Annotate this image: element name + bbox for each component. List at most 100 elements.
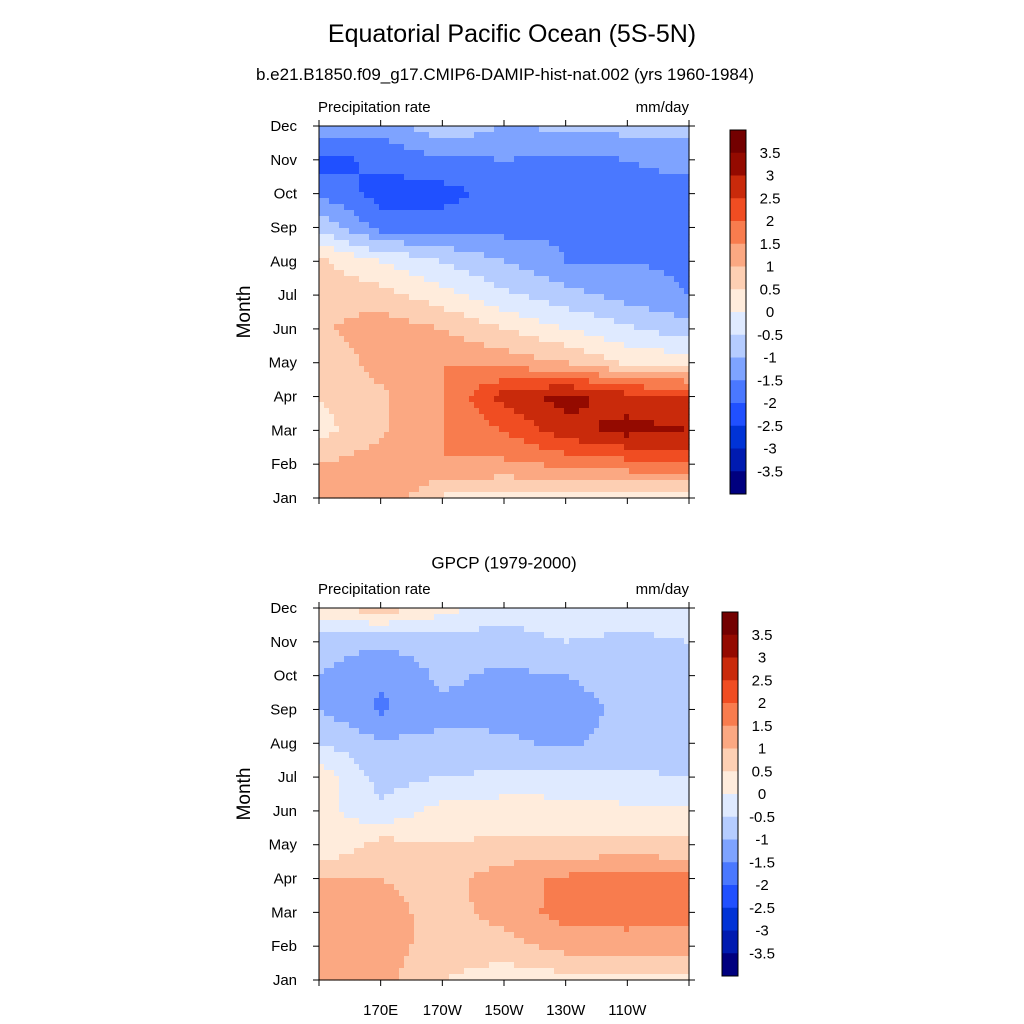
contour-cell: [434, 402, 440, 409]
contour-cell: [374, 174, 380, 181]
contour-cell: [649, 234, 655, 241]
contour-cell: [664, 324, 670, 331]
contour-cell: [599, 162, 605, 169]
contour-cell: [509, 246, 515, 253]
contour-cell: [484, 258, 490, 265]
contour-cell: [559, 156, 565, 163]
contour-cell: [639, 288, 645, 295]
contour-cell: [324, 408, 330, 415]
contour-cell: [484, 342, 490, 349]
contour-cell: [519, 456, 525, 463]
contour-cell: [639, 342, 645, 349]
contour-cell: [594, 294, 600, 301]
contour-cell: [589, 192, 595, 199]
contour-cell: [389, 186, 395, 193]
contour-cell: [609, 234, 615, 241]
contour-cell: [439, 408, 445, 415]
contour-cell: [549, 450, 555, 457]
contour-cell: [454, 168, 460, 175]
contour-cell: [419, 330, 425, 337]
contour-cell: [614, 270, 620, 277]
contour-cell: [544, 246, 550, 253]
colorbar-label: -0.5: [757, 327, 783, 344]
contour-cell: [464, 156, 470, 163]
contour-cell: [434, 216, 440, 223]
contour-cell: [334, 312, 340, 319]
contour-cell: [349, 228, 355, 235]
contour-cell: [659, 198, 665, 205]
contour-cell: [464, 414, 470, 421]
contour-cell: [674, 246, 680, 253]
contour-cell: [344, 330, 350, 337]
contour-cell: [424, 282, 430, 289]
contour-cell: [394, 246, 400, 253]
contour-cell: [579, 264, 585, 271]
contour-cell: [434, 462, 440, 469]
contour-cell: [354, 198, 360, 205]
contour-cell: [514, 306, 520, 313]
contour-cell: [594, 156, 600, 163]
contour-cell: [449, 492, 455, 499]
contour-cell: [659, 204, 665, 211]
contour-cell: [644, 246, 650, 253]
contour-cell: [524, 222, 530, 229]
contour-cell: [574, 258, 580, 265]
contour-cell: [534, 626, 540, 633]
contour-cell: [384, 258, 390, 265]
contour-cell: [679, 420, 685, 427]
contour-cell: [629, 354, 635, 361]
contour-cell: [629, 144, 635, 151]
contour-cell: [519, 198, 525, 205]
contour-cell: [374, 480, 380, 487]
contour-cell: [534, 342, 540, 349]
contour-cell: [604, 408, 610, 415]
contour-cell: [579, 324, 585, 331]
contour-cell: [604, 336, 610, 343]
contour-cell: [564, 614, 570, 621]
contour-cell: [609, 156, 615, 163]
contour-cell: [479, 126, 485, 133]
contour-cell: [514, 276, 520, 283]
contour-cell: [509, 414, 515, 421]
contour-cell: [429, 138, 435, 145]
contour-cell: [634, 414, 640, 421]
contour-cell: [664, 270, 670, 277]
contour-cell: [444, 348, 450, 355]
contour-cell: [679, 216, 685, 223]
contour-cell: [514, 204, 520, 211]
contour-cell: [354, 156, 360, 163]
contour-cell: [624, 252, 630, 259]
contour-cell: [454, 318, 460, 325]
contour-cell: [419, 348, 425, 355]
contour-cell: [579, 420, 585, 427]
contour-cell: [549, 132, 555, 139]
contour-cell: [539, 168, 545, 175]
contour-cell: [524, 366, 530, 373]
contour-cell: [449, 360, 455, 367]
contour-cell: [404, 396, 410, 403]
contour-cell: [654, 162, 660, 169]
contour-cell: [544, 180, 550, 187]
contour-cell: [464, 474, 470, 481]
contour-cell: [339, 444, 345, 451]
contour-cell: [604, 468, 610, 475]
contour-cell: [369, 366, 375, 373]
contour-cell: [554, 378, 560, 385]
contour-cell: [344, 342, 350, 349]
contour-cell: [559, 318, 565, 325]
contour-cell: [674, 264, 680, 271]
contour-cell: [359, 294, 365, 301]
contour-cell: [659, 258, 665, 265]
contour-cell: [344, 306, 350, 313]
contour-cell: [359, 414, 365, 421]
contour-cell: [359, 204, 365, 211]
contour-cell: [564, 132, 570, 139]
contour-cell: [359, 626, 365, 633]
colorbar-swatch: [730, 289, 746, 313]
y-tick-label: Aug: [270, 253, 297, 270]
contour-cell: [454, 444, 460, 451]
contour-cell: [589, 252, 595, 259]
contour-cell: [574, 216, 580, 223]
contour-cell: [489, 234, 495, 241]
contour-cell: [554, 426, 560, 433]
